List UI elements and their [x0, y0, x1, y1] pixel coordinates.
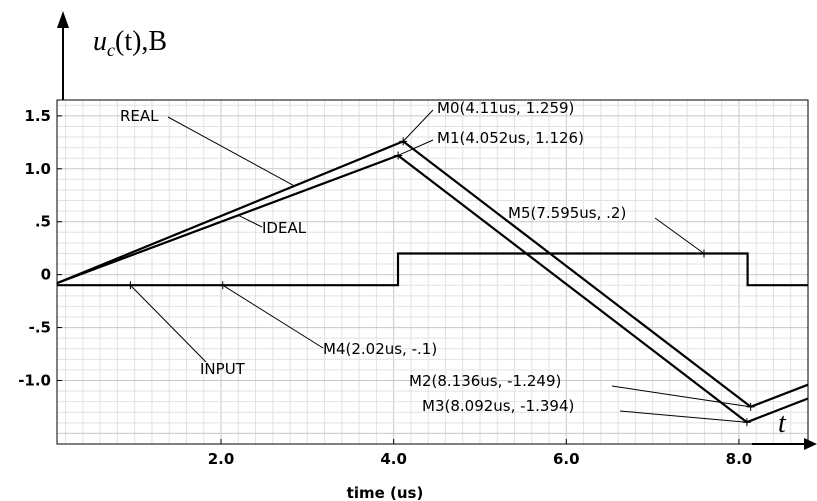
- y-axis-label: uc(t),B: [93, 26, 167, 60]
- x-tick-label: 6.0: [553, 450, 580, 468]
- x-tick-labels: 2.0 4.0 6.0 8.0: [208, 439, 753, 468]
- marker-cross: [218, 281, 227, 290]
- leader-m1: [397, 139, 434, 156]
- leader-ideal: [238, 214, 263, 228]
- marker-cross: [126, 281, 135, 290]
- x-tick-label: 4.0: [380, 450, 407, 468]
- y-tick-label: 1.5: [24, 107, 51, 125]
- t-axis-arrow-head: [804, 438, 817, 450]
- series-label-ideal: IDEAL: [262, 219, 307, 237]
- y-tick-label: -.5: [29, 319, 51, 337]
- series-line-ideal: [56, 154, 809, 424]
- marker-cross: [394, 151, 403, 160]
- leader-m4: [222, 284, 324, 349]
- y-tick-label: -1.0: [18, 371, 51, 389]
- y-axis-label-rest: (t),B: [115, 26, 167, 57]
- leader-m2: [611, 385, 751, 408]
- series-line-input: [57, 252, 808, 287]
- annotation-m0: M0(4.11us, 1.259): [437, 99, 574, 117]
- marker-annotations: REAL IDEAL INPUT M0(4.11us, 1.259) M1(4.052u…: [120, 99, 755, 427]
- x-axis-label: time (us): [347, 484, 424, 501]
- series-line-real: [56, 140, 809, 409]
- leader-input: [130, 284, 207, 363]
- leader-m3: [619, 410, 747, 423]
- series-lines: [56, 140, 809, 424]
- x-tick-label: 8.0: [726, 450, 753, 468]
- series-label-input: INPUT: [200, 360, 246, 378]
- y-tick-label: .5: [35, 213, 51, 231]
- y-tick-labels: 1.5 1.0 .5 0 -.5 -1.0: [18, 107, 62, 389]
- y-axis-label-main: u: [93, 26, 107, 57]
- x-tick-label: 2.0: [208, 450, 235, 468]
- annotation-m1: M1(4.052us, 1.126): [437, 129, 584, 147]
- plot-frame: [56, 99, 809, 445]
- marker-cross: [746, 402, 755, 411]
- leader-m5-drop: [654, 217, 705, 254]
- marker-cross: [699, 249, 708, 258]
- annotation-m5: M5(7.595us, .2): [508, 204, 626, 222]
- y-axis-label-sub: c: [107, 40, 115, 60]
- t-axis-label: t: [778, 408, 787, 439]
- annotation-m4: M4(2.02us, -.1): [323, 340, 437, 358]
- annotation-m2: M2(8.136us, -1.249): [409, 372, 561, 390]
- chart-grid: [57, 100, 809, 445]
- y-axis-arrow-head: [57, 11, 69, 28]
- marker-cross: [742, 418, 751, 427]
- annotation-m3: M3(8.092us, -1.394): [422, 397, 574, 415]
- y-tick-label: 1.0: [24, 160, 51, 178]
- leader-m0: [402, 109, 434, 142]
- marker-cross: [399, 137, 408, 146]
- y-tick-label: 0: [41, 266, 51, 284]
- leader-real: [167, 116, 295, 187]
- series-label-real: REAL: [120, 107, 159, 125]
